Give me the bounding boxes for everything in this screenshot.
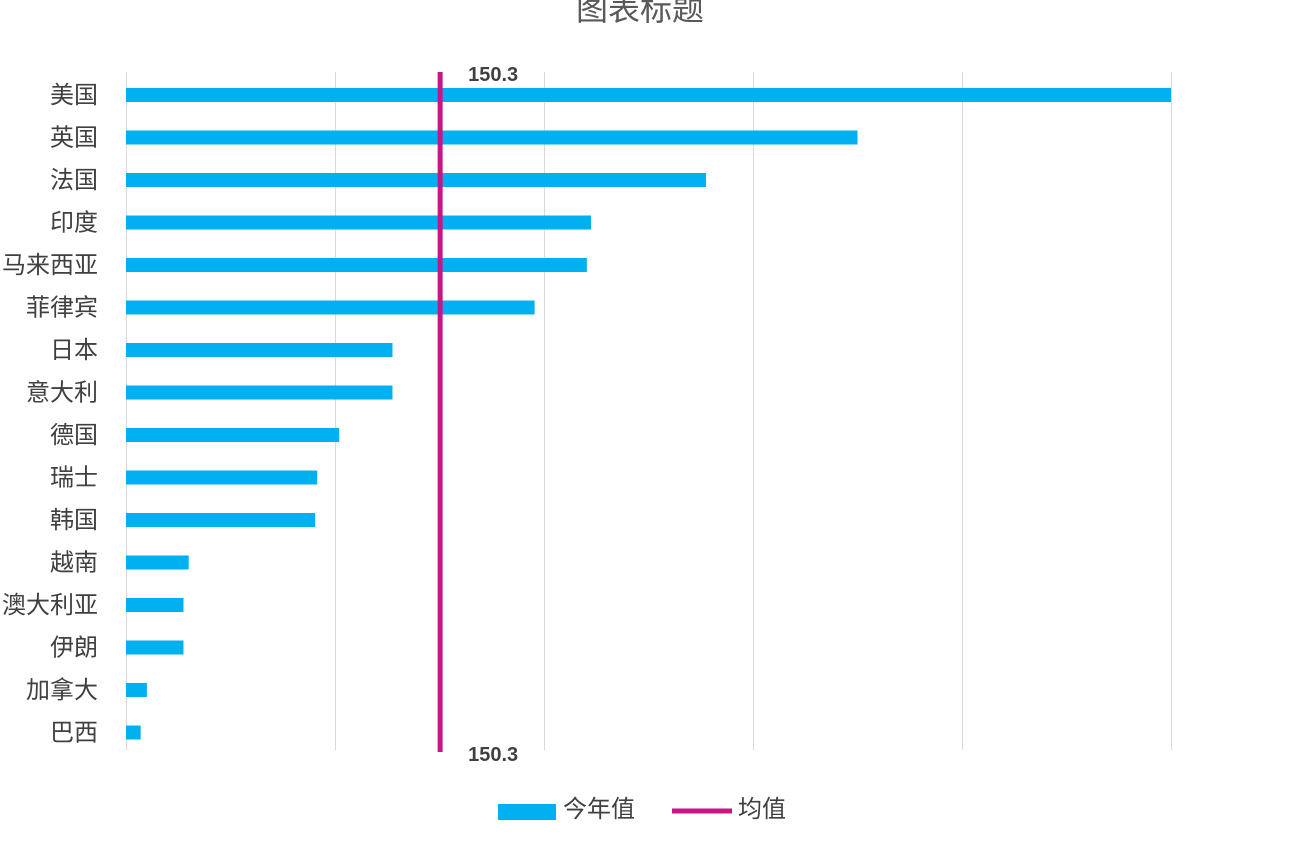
- category-label: 加拿大: [26, 676, 98, 704]
- category-label: 菲律宾: [26, 294, 98, 322]
- category-label: 法国: [50, 166, 98, 194]
- bar-series: [126, 88, 1171, 740]
- category-label: 英国: [50, 124, 98, 152]
- bar: [126, 555, 189, 570]
- bar: [126, 173, 706, 187]
- category-label: 韩国: [50, 506, 98, 534]
- bar: [126, 300, 535, 315]
- category-label: 巴西: [50, 719, 98, 747]
- category-label: 德国: [50, 421, 98, 449]
- bar: [126, 640, 184, 655]
- category-label: 印度: [50, 209, 98, 237]
- bar: [126, 385, 393, 400]
- legend-label: 今年值: [563, 795, 635, 823]
- bar: [126, 513, 316, 527]
- category-label: 瑞士: [50, 464, 98, 492]
- bar: [126, 598, 184, 612]
- bar: [126, 428, 340, 442]
- mean-line-group: 150.3 150.3: [437, 64, 518, 766]
- legend-label: 均值: [738, 795, 786, 823]
- bar: [126, 258, 587, 272]
- mean-label-bottom: 150.3: [468, 744, 518, 766]
- category-label: 马来西亚: [2, 251, 98, 279]
- legend-swatch-bar: [498, 804, 556, 820]
- category-label: 日本: [50, 336, 98, 364]
- chart-title: 图表标题: [576, 0, 704, 28]
- mean-label-top: 150.3: [468, 64, 518, 86]
- bar: [126, 88, 1171, 102]
- bar: [126, 725, 141, 740]
- category-label: 澳大利亚: [2, 591, 98, 619]
- bar: [126, 215, 592, 230]
- category-label: 意大利: [26, 379, 98, 407]
- bar: [126, 470, 318, 485]
- category-label: 美国: [50, 81, 98, 109]
- bar: [126, 343, 393, 357]
- category-label: 越南: [50, 549, 98, 577]
- bar: [126, 130, 858, 145]
- bar: [126, 683, 147, 697]
- legend: 今年值 均值: [498, 795, 786, 823]
- category-label: 伊朗: [50, 634, 98, 662]
